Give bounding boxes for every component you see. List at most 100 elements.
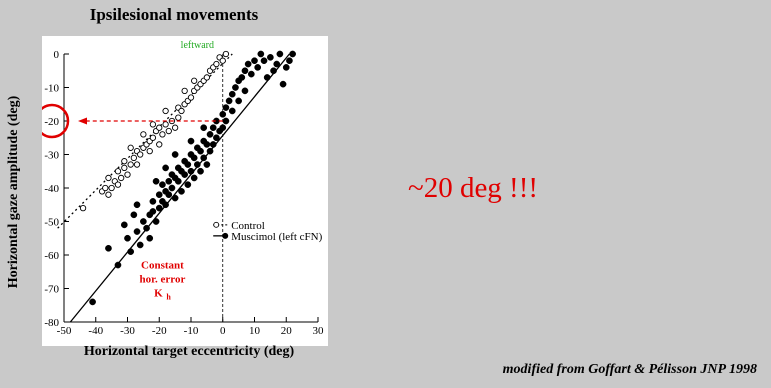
muscimol-point — [162, 201, 169, 209]
muscimol-point — [232, 84, 239, 91]
muscimol-point — [155, 191, 163, 199]
control-point — [137, 151, 144, 158]
muscimol-point — [225, 97, 233, 105]
error-annotation: ~20 deg !!! — [408, 172, 539, 204]
muscimol-point — [187, 167, 195, 175]
x-tick-label: 0 — [220, 325, 226, 337]
constant-error-symbol: K — [154, 287, 163, 299]
constant-error-label: hor. error — [140, 273, 186, 285]
control-point — [105, 174, 112, 182]
x-tick-label: 10 — [249, 325, 261, 337]
muscimol-point — [238, 74, 246, 81]
control-point — [222, 50, 230, 58]
muscimol-point — [209, 124, 217, 132]
muscimol-point — [206, 147, 214, 155]
control-point — [156, 141, 163, 148]
y-tick-label: -10 — [44, 83, 59, 95]
muscimol-point — [136, 241, 144, 249]
legend-control-marker — [213, 221, 220, 228]
x-tick-label: 30 — [313, 325, 325, 337]
x-tick-label: -50 — [57, 325, 72, 337]
x-tick-label: -20 — [152, 325, 167, 337]
muscimol-point — [165, 191, 173, 199]
control-point — [178, 107, 185, 115]
x-tick-label: 20 — [281, 325, 293, 337]
muscimol-point — [228, 90, 236, 98]
control-point — [140, 131, 147, 138]
control-point — [162, 121, 169, 128]
muscimol-point — [276, 50, 284, 58]
muscimol-point — [152, 218, 160, 225]
muscimol-point — [187, 137, 195, 145]
muscimol-point — [171, 151, 179, 158]
muscimol-point — [152, 177, 160, 185]
muscimol-point — [146, 234, 154, 242]
muscimol-point — [168, 184, 176, 192]
muscimol-point — [159, 181, 166, 188]
control-point — [187, 94, 195, 101]
muscimol-point — [222, 117, 230, 125]
muscimol-point — [197, 167, 204, 175]
muscimol-point — [200, 154, 208, 162]
control-point — [213, 60, 220, 68]
control-point — [108, 184, 115, 192]
muscimol-point — [263, 74, 271, 81]
muscimol-point — [130, 211, 138, 219]
y-tick-label: -30 — [44, 150, 59, 162]
constant-error-label: Constant — [141, 259, 184, 271]
muscimol-point — [203, 161, 211, 168]
control-point — [165, 127, 172, 135]
muscimol-point — [273, 60, 281, 68]
muscimol-point — [241, 67, 249, 75]
muscimol-point — [244, 60, 252, 68]
y-tick-label: -60 — [44, 250, 59, 262]
muscimol-point — [251, 57, 258, 65]
control-point — [181, 87, 188, 94]
control-point — [175, 114, 182, 121]
muscimol-point — [247, 70, 255, 78]
muscimol-point — [143, 224, 150, 232]
muscimol-point — [254, 64, 262, 71]
muscimol-point — [149, 198, 157, 205]
muscimol-point — [270, 67, 277, 75]
muscimol-point — [241, 87, 249, 95]
control-point — [191, 77, 198, 84]
y-axis-label: Horizontal gaze amplitude (deg) — [6, 95, 21, 289]
muscimol-point — [181, 171, 188, 178]
y-tick-label: -80 — [44, 317, 59, 329]
muscimol-point — [190, 174, 198, 182]
chart-title: Ipsilesional movements — [89, 5, 259, 24]
y-tick-label: -20 — [44, 116, 59, 128]
muscimol-point — [149, 208, 157, 215]
muscimol-point — [267, 54, 274, 61]
error-arrow-head — [78, 117, 87, 125]
muscimol-point — [209, 141, 217, 148]
muscimol-point — [124, 234, 131, 242]
control-point — [127, 161, 134, 168]
muscimol-point — [174, 177, 182, 185]
y-tick-label: -50 — [44, 217, 59, 229]
muscimol-point — [155, 204, 163, 212]
control-point — [146, 148, 153, 155]
x-tick-label: -30 — [120, 325, 135, 337]
muscimol-point — [165, 177, 173, 185]
legend-muscimol-marker — [222, 232, 229, 239]
control-point — [171, 124, 179, 131]
muscimol-point — [257, 50, 265, 58]
control-point — [203, 74, 211, 81]
leftward-label: leftward — [181, 40, 214, 51]
muscimol-point — [105, 244, 112, 252]
scatter-plot: -50 -40 -30 -20 -10 0 10 20 30 0 -10 -20 -30 -40 -50 -6… — [34, 40, 325, 337]
muscimol-point — [222, 104, 230, 111]
muscimol-point — [200, 124, 208, 132]
legend-muscimol-label: Muscimol (left cFN) — [231, 231, 322, 243]
control-point — [162, 107, 169, 115]
control-point — [156, 124, 163, 131]
muscimol-point — [260, 57, 268, 65]
muscimol-point — [133, 228, 141, 235]
muscimol-point — [282, 64, 290, 71]
muscimol-point — [114, 261, 122, 269]
control-point — [114, 168, 122, 175]
x-tick-label: -40 — [88, 325, 103, 337]
muscimol-point — [286, 57, 293, 65]
